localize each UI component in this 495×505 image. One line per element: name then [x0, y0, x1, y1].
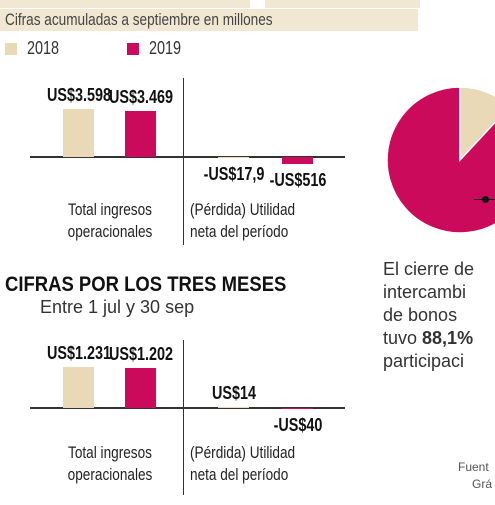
- bar: [218, 406, 249, 408]
- chart-title: CIFRAS POR LOS TRES MESES: [5, 273, 287, 296]
- category-label: (Pérdida) Utilidad: [190, 200, 296, 219]
- paragraph-emphasis: 88,1%: [422, 328, 474, 348]
- pie-slice: [386, 86, 495, 234]
- value-label: US$3.469: [108, 86, 173, 107]
- bar: [125, 110, 156, 157]
- paragraph-line: participaci: [383, 351, 465, 371]
- divider: [183, 78, 184, 245]
- bar: [282, 408, 313, 410]
- category-label: operacionales: [67, 222, 153, 241]
- bar: [282, 157, 313, 164]
- value-label: US$1.202: [108, 343, 173, 364]
- divider: [183, 340, 184, 495]
- leader-dot: [482, 196, 489, 203]
- value-label: US$1.231: [46, 343, 111, 363]
- value-label: -US$17,9: [203, 164, 264, 185]
- paragraph-text: tuvo: [383, 328, 423, 348]
- category-label: neta del período: [190, 222, 289, 241]
- value-label: US$14: [211, 382, 256, 403]
- pie-slice: [459, 86, 495, 162]
- paragraph-line: tuvo 88,1%: [383, 328, 473, 349]
- bar: [218, 157, 249, 159]
- legend-label: 2018: [27, 38, 60, 58]
- source: Fuent: [458, 460, 489, 474]
- category-label: neta del período: [190, 465, 289, 484]
- category-label: (Pérdida) Utilidad: [190, 443, 296, 462]
- chart-subtitle: Entre 1 jul y 30 sep: [40, 297, 195, 317]
- category-label: operacionales: [67, 465, 153, 484]
- legend-swatch: [127, 43, 139, 55]
- subtitle: Cifras acumuladas a septiembre en millon…: [5, 10, 273, 29]
- source: Grá: [472, 477, 493, 491]
- value-label: -US$516: [269, 169, 326, 190]
- category-label: Total ingresos: [68, 443, 152, 462]
- bar: [63, 109, 94, 157]
- paragraph-line: El cierre de: [383, 259, 475, 279]
- bar: [63, 367, 94, 408]
- paragraph-line: intercambi: [383, 282, 467, 302]
- subtitle-band: [0, 9, 418, 31]
- legend-swatch: [5, 43, 17, 55]
- paragraph-line: de bonos: [383, 305, 458, 325]
- header-patch: [265, 0, 420, 8]
- header-patch: [0, 0, 250, 8]
- pie-chart: [386, 86, 495, 234]
- axis-line: [30, 156, 345, 158]
- axis-line: [30, 407, 345, 409]
- value-label: US$3.598: [46, 85, 111, 105]
- bar: [125, 367, 156, 408]
- value-label: -US$40: [273, 415, 322, 436]
- category-label: Total ingresos: [68, 200, 152, 219]
- legend-label: 2019: [149, 38, 182, 58]
